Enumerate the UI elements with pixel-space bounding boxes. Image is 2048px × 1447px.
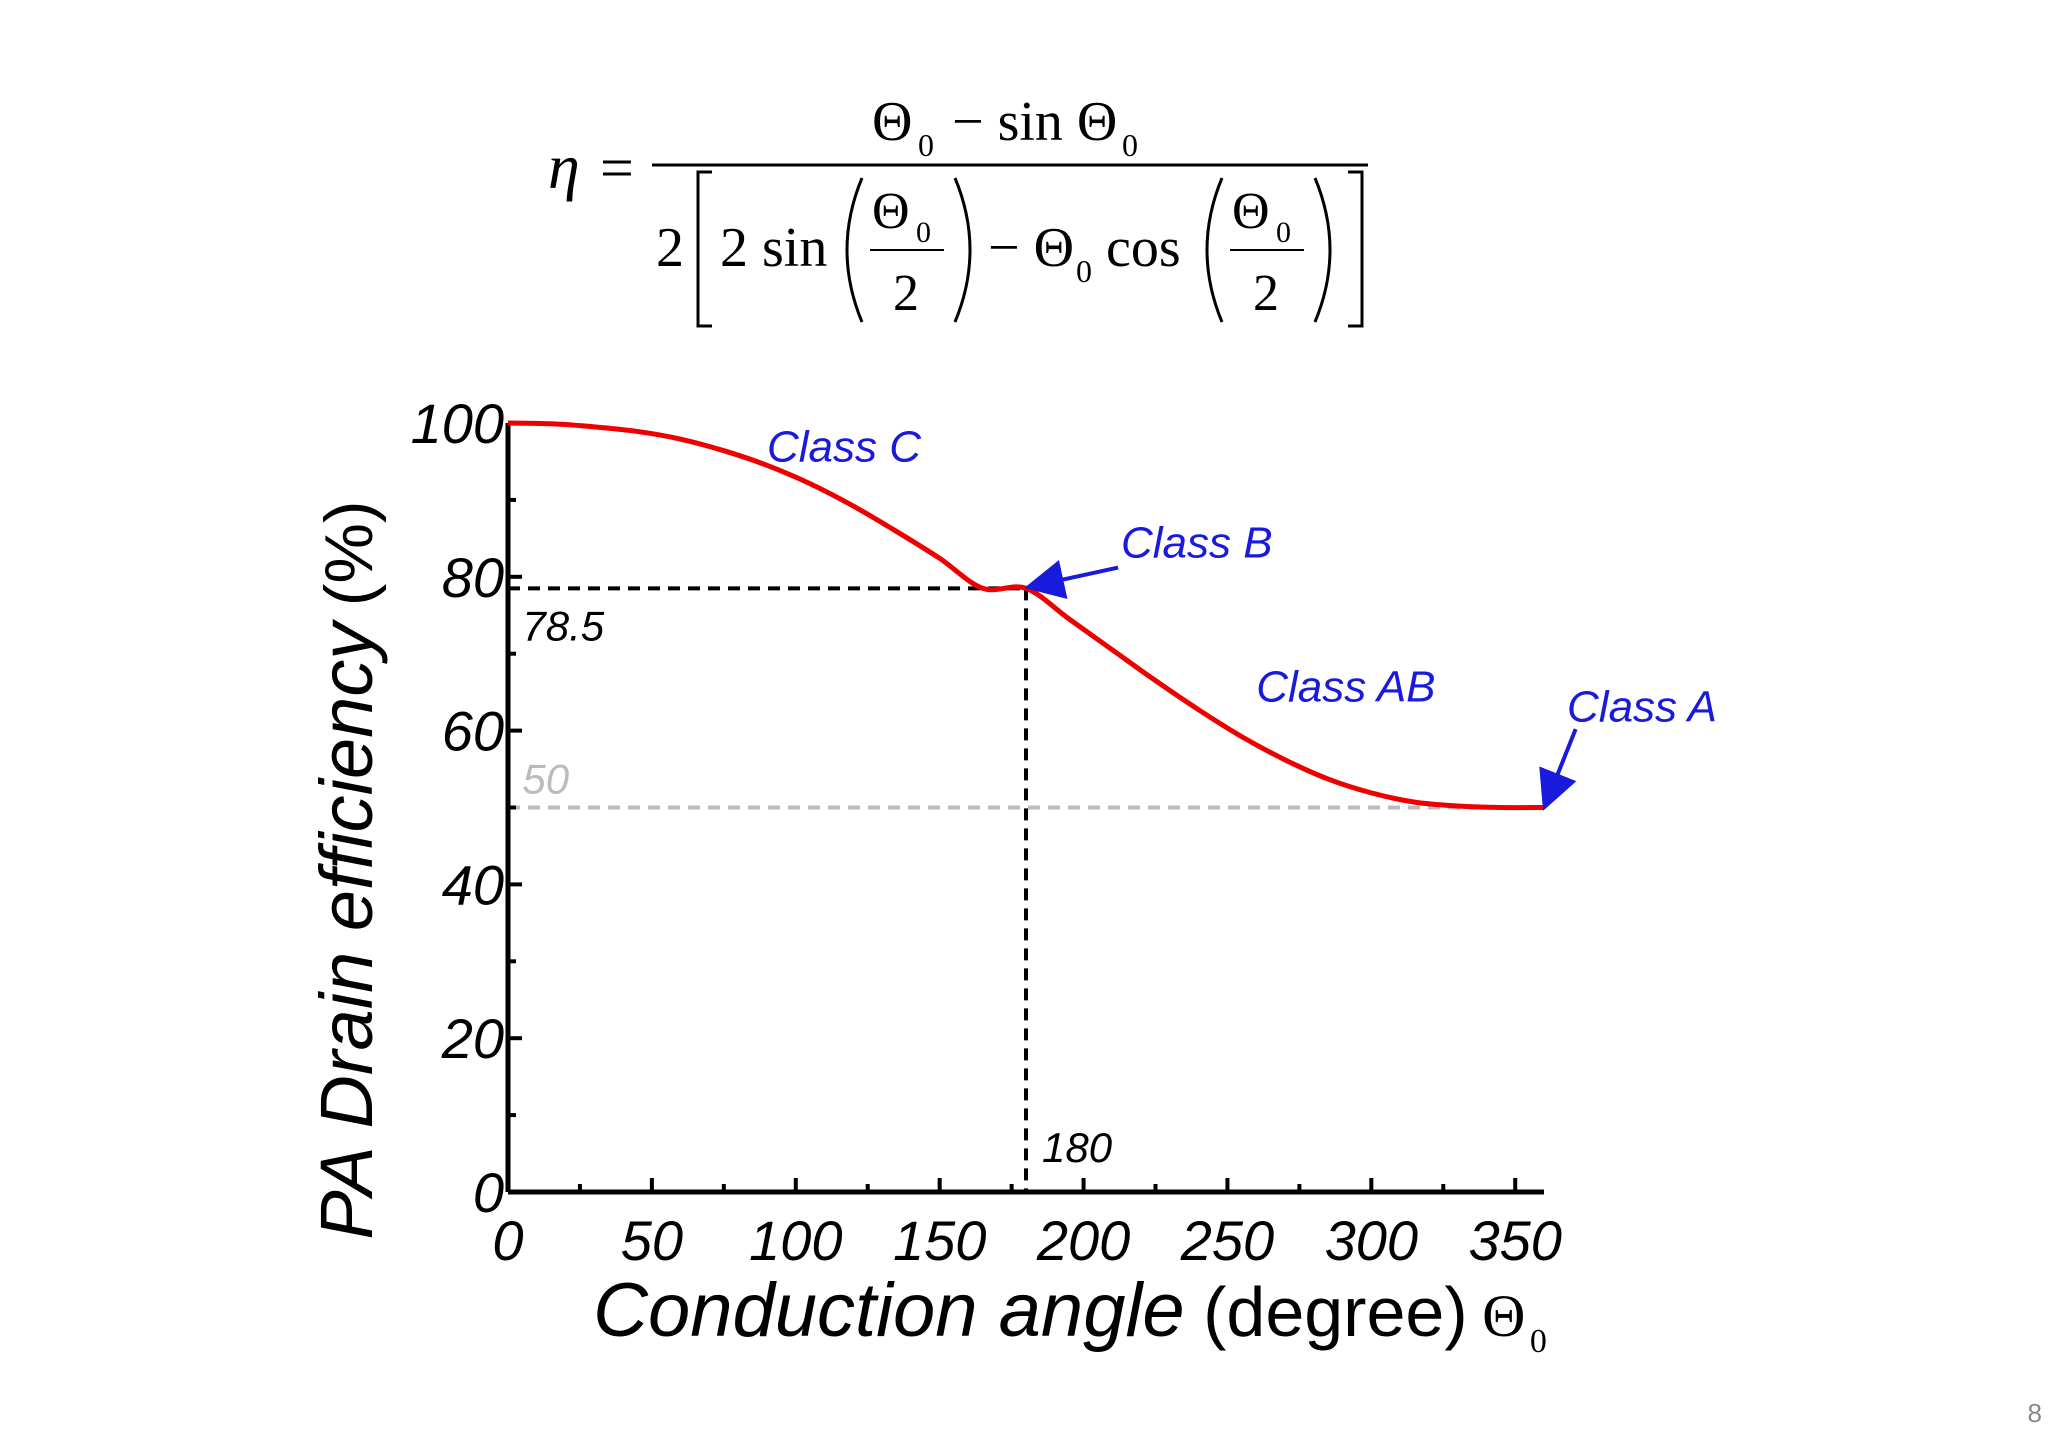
- formula-denominator: 2 2 sin Θ 0 2 − Θ 0 cos Θ 0 2: [656, 170, 1364, 328]
- annotation-class-b: Class B: [1121, 519, 1273, 568]
- svg-text:2: 2: [656, 217, 684, 279]
- svg-text:0: 0: [1076, 253, 1092, 289]
- svg-text:− sin Θ: − sin Θ: [952, 91, 1117, 153]
- svg-text:0: 0: [1122, 127, 1138, 163]
- svg-text:Θ: Θ: [872, 91, 912, 153]
- svg-text:2 sin: 2 sin: [720, 217, 827, 279]
- plot-area: 78.5 180 50 0 50 100 150 200 250 300 350 0 20 40 60 80 1…: [411, 392, 1717, 1272]
- x-tick-label-350: 350: [1469, 1209, 1562, 1272]
- annotation-class-a: Class A: [1567, 682, 1717, 731]
- svg-text:Θ: Θ: [872, 183, 910, 240]
- annotation-class-c: Class C: [767, 422, 922, 471]
- formula-equals: =: [600, 135, 634, 201]
- formula-numerator: Θ 0 − sin Θ 0: [872, 91, 1138, 163]
- y-tick-label-100: 100: [411, 392, 504, 455]
- arrow-class-a: [1539, 728, 1578, 811]
- svg-text:− Θ: − Θ: [988, 217, 1074, 279]
- formula-eta: η: [548, 131, 580, 202]
- reference-label-50: 50: [522, 756, 569, 803]
- arrow-class-b: [1024, 559, 1119, 600]
- annotation-class-ab: Class AB: [1256, 662, 1435, 711]
- efficiency-formula: η = η = Θ 0 − sin Θ 0 2 2 sin Θ 0 2 − Θ …: [548, 91, 1368, 328]
- x-tick-label-150: 150: [893, 1209, 986, 1272]
- x-tick-label-300: 300: [1325, 1209, 1418, 1272]
- y-axis-title: PA Drain efficiency (%): [305, 500, 388, 1239]
- svg-text:0: 0: [916, 216, 931, 249]
- x-axis-title: Conduction angle (degree) Θ 0: [593, 1268, 1547, 1360]
- y-tick-label-80: 80: [442, 546, 504, 609]
- x-tick-label-100: 100: [749, 1209, 842, 1272]
- y-tick-label-0: 0: [473, 1161, 504, 1224]
- y-tick-label-40: 40: [442, 853, 504, 916]
- svg-text:0: 0: [1276, 216, 1291, 249]
- slide-number: 8: [2027, 1398, 2042, 1428]
- reference-label-180: 180: [1042, 1124, 1113, 1171]
- x-tick-label-250: 250: [1180, 1209, 1274, 1272]
- svg-text:0: 0: [918, 127, 934, 163]
- x-tick-label-0: 0: [492, 1209, 523, 1272]
- x-tick-label-50: 50: [621, 1209, 683, 1272]
- x-tick-label-200: 200: [1036, 1209, 1130, 1272]
- y-tick-label-20: 20: [441, 1007, 504, 1070]
- svg-text:Θ: Θ: [1232, 183, 1270, 240]
- svg-text:2: 2: [893, 265, 919, 322]
- y-tick-label-60: 60: [442, 700, 504, 763]
- svg-text:2: 2: [1253, 265, 1279, 322]
- svg-text:cos: cos: [1106, 217, 1181, 279]
- reference-label-78-5: 78.5: [522, 602, 604, 649]
